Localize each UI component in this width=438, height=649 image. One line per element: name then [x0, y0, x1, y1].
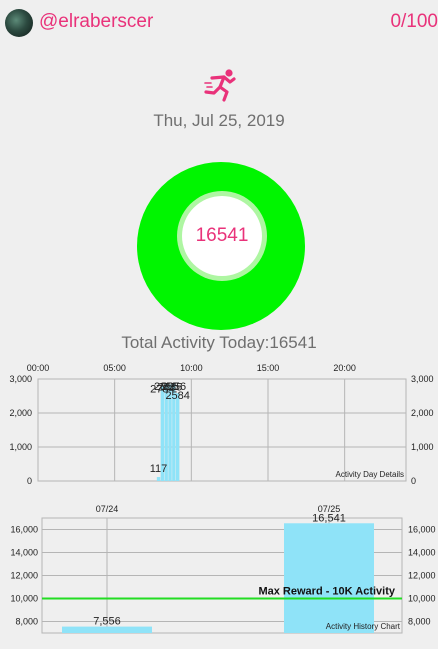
- goal-line-label: Max Reward - 10K Activity: [258, 586, 395, 598]
- activity-bar: [172, 383, 176, 481]
- y-tick-label-left: 3,000: [9, 374, 32, 384]
- activity-bar: [156, 477, 161, 481]
- activity-bar: [168, 384, 172, 481]
- plot-frame: [37, 378, 407, 482]
- history-bar: [284, 523, 374, 633]
- activity-history-chart[interactable]: 16,000 16,000 14,000 14,000 12,000 12,000 10,0…: [0, 500, 438, 640]
- y-tick-label-left: 2,000: [9, 408, 32, 418]
- chart-caption: Activity Day Details: [336, 470, 404, 479]
- activity-bar: [160, 386, 165, 481]
- x-tick-label: 05:00: [103, 363, 126, 373]
- x-tick-label: 07/25: [318, 504, 341, 514]
- bar-value-label: 2584: [165, 390, 189, 402]
- activity-day-details-chart[interactable]: 3,000 3,000 2,000 2,000 1,000 1,000 0 0 00:00 05:…: [0, 360, 438, 495]
- total-activity-value: 16541: [269, 333, 317, 352]
- bar-value-label: 2784: [150, 383, 174, 395]
- bar-value-label: 2855: [154, 381, 178, 393]
- bar-value-label: 2856: [162, 381, 186, 393]
- y-tick-label-right: 1,000: [411, 442, 434, 452]
- reward-points-counter: 0/100: [390, 11, 438, 32]
- y-tick-label-right: 12,000: [408, 571, 436, 581]
- running-person-icon: [204, 69, 236, 102]
- bar-value-label: 117: [150, 463, 168, 475]
- user-avatar[interactable]: [5, 9, 33, 37]
- y-tick-label-right: 0: [411, 476, 416, 486]
- activity-bar: [164, 383, 168, 481]
- bar-value-label: 2835: [158, 382, 182, 394]
- app-header: @elraberscer 0/100: [0, 0, 438, 46]
- total-activity-today: Total Activity Today:16541: [0, 333, 438, 353]
- history-bar: [62, 626, 152, 633]
- total-activity-label: Total Activity Today:: [121, 333, 270, 352]
- y-tick-label-left: 1,000: [9, 442, 32, 452]
- username-label[interactable]: @elraberscer: [39, 11, 154, 32]
- y-tick-label-left: 14,000: [10, 548, 38, 558]
- x-tick-label: 20:00: [333, 363, 356, 373]
- y-tick-label-left: 0: [27, 476, 32, 486]
- chart-caption: Activity History Chart: [326, 622, 401, 631]
- y-tick-label-left: 12,000: [10, 571, 38, 581]
- y-tick-label-right: 10,000: [408, 594, 436, 604]
- y-tick-label-left: 16,000: [10, 525, 38, 535]
- today-step-count: 16541: [182, 196, 262, 276]
- x-tick-label: 07/24: [96, 504, 119, 514]
- y-tick-label-left: 8,000: [15, 617, 38, 627]
- y-tick-label-right: 8,000: [408, 617, 431, 627]
- bar-value-label: 16,541: [312, 512, 346, 524]
- x-tick-label: 10:00: [180, 363, 203, 373]
- y-tick-label-right: 14,000: [408, 548, 436, 558]
- x-tick-label: 15:00: [257, 363, 280, 373]
- bar-value-label: 7,556: [93, 616, 121, 628]
- y-tick-label-right: 3,000: [411, 374, 434, 384]
- current-date: Thu, Jul 25, 2019: [153, 111, 285, 130]
- y-tick-label-right: 2,000: [411, 408, 434, 418]
- activity-bar: [176, 393, 180, 481]
- x-tick-label: 00:00: [27, 363, 50, 373]
- y-tick-label-right: 16,000: [408, 525, 436, 535]
- y-tick-label-left: 10,000: [10, 594, 38, 604]
